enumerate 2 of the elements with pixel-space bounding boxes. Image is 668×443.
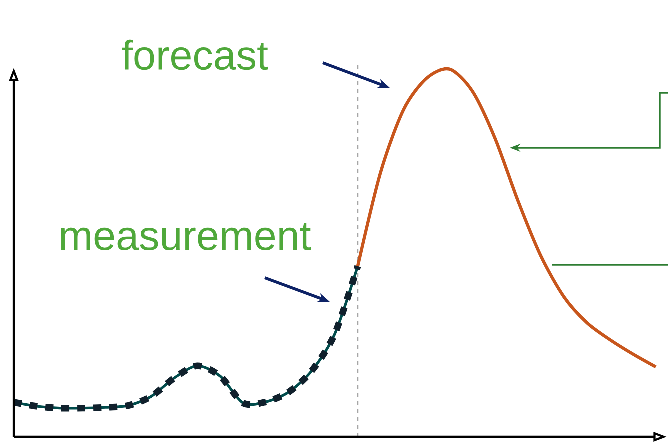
annotation: measurement xyxy=(61,223,312,251)
annotation: forecast xyxy=(122,40,268,70)
